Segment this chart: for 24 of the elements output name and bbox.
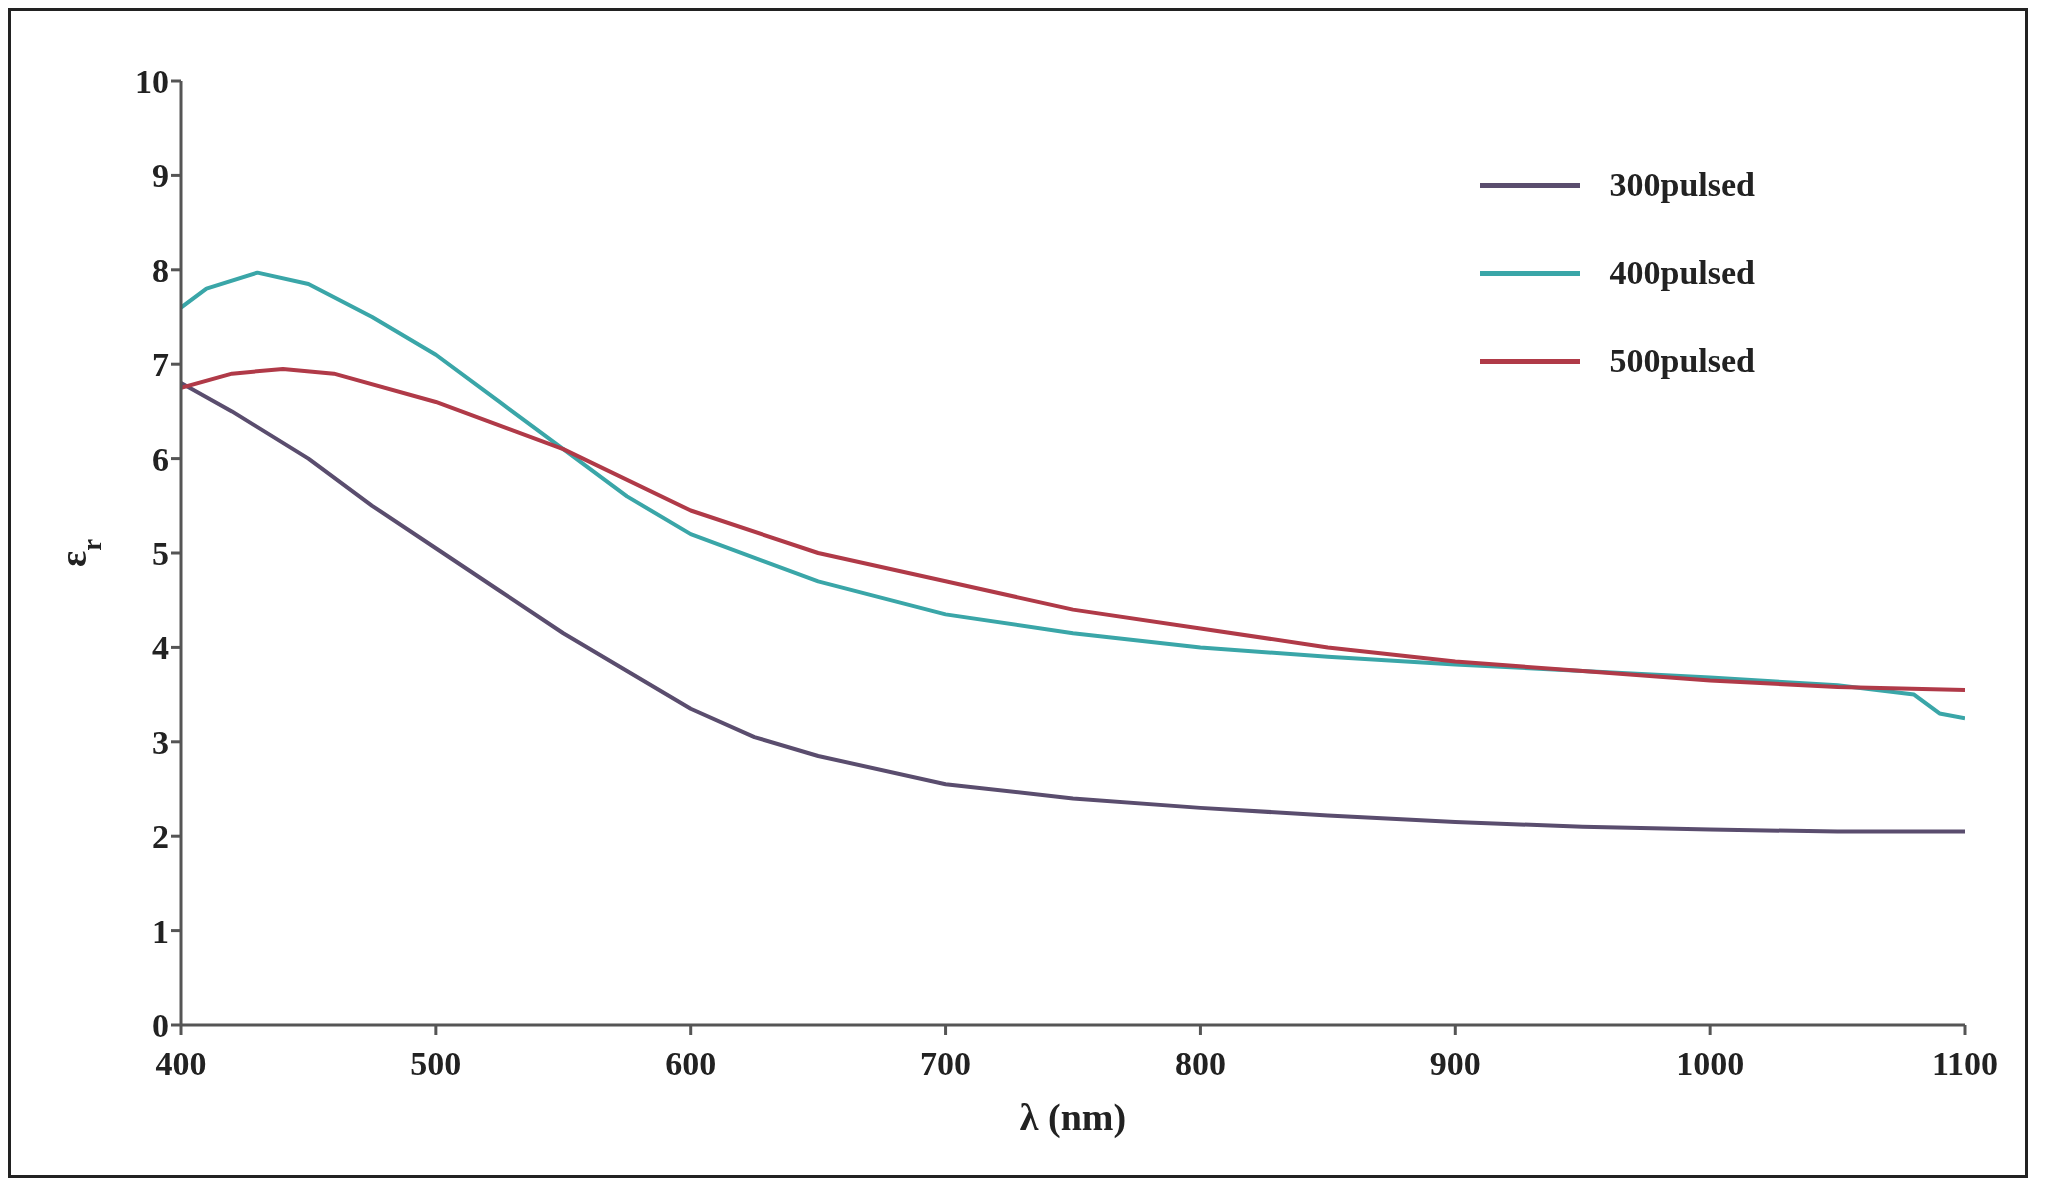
x-tick-label: 900 bbox=[1429, 1045, 1481, 1083]
y-tick-label: 0 bbox=[152, 1007, 169, 1045]
y-tick-label: 5 bbox=[152, 535, 169, 573]
legend-label: 400pulsed bbox=[1609, 254, 1755, 292]
x-tick-label: 1000 bbox=[1676, 1045, 1745, 1083]
y-tick-label: 10 bbox=[135, 63, 169, 101]
y-tick-label: 3 bbox=[152, 723, 169, 761]
y-tick-label: 8 bbox=[152, 251, 169, 289]
x-tick-label: 800 bbox=[1174, 1045, 1226, 1083]
legend-label: 500pulsed bbox=[1609, 342, 1755, 380]
y-tick-label: 2 bbox=[152, 818, 169, 856]
x-tick-label: 700 bbox=[920, 1045, 972, 1083]
y-tick-label: 7 bbox=[152, 346, 169, 384]
line-series bbox=[181, 381, 1965, 834]
x-tick-label: 1100 bbox=[1931, 1045, 1999, 1083]
x-tick-label: 500 bbox=[410, 1045, 462, 1083]
y-tick-label: 1 bbox=[152, 912, 169, 950]
y-tick-label: 6 bbox=[152, 440, 169, 478]
x-tick-label: 400 bbox=[155, 1045, 207, 1083]
x-axis-title: λ (nm) bbox=[1019, 1096, 1127, 1139]
y-tick-label: 9 bbox=[152, 157, 169, 195]
x-tick-label: 600 bbox=[665, 1045, 717, 1083]
legend-label: 300pulsed bbox=[1609, 166, 1755, 204]
y-tick-label: 4 bbox=[152, 629, 169, 667]
